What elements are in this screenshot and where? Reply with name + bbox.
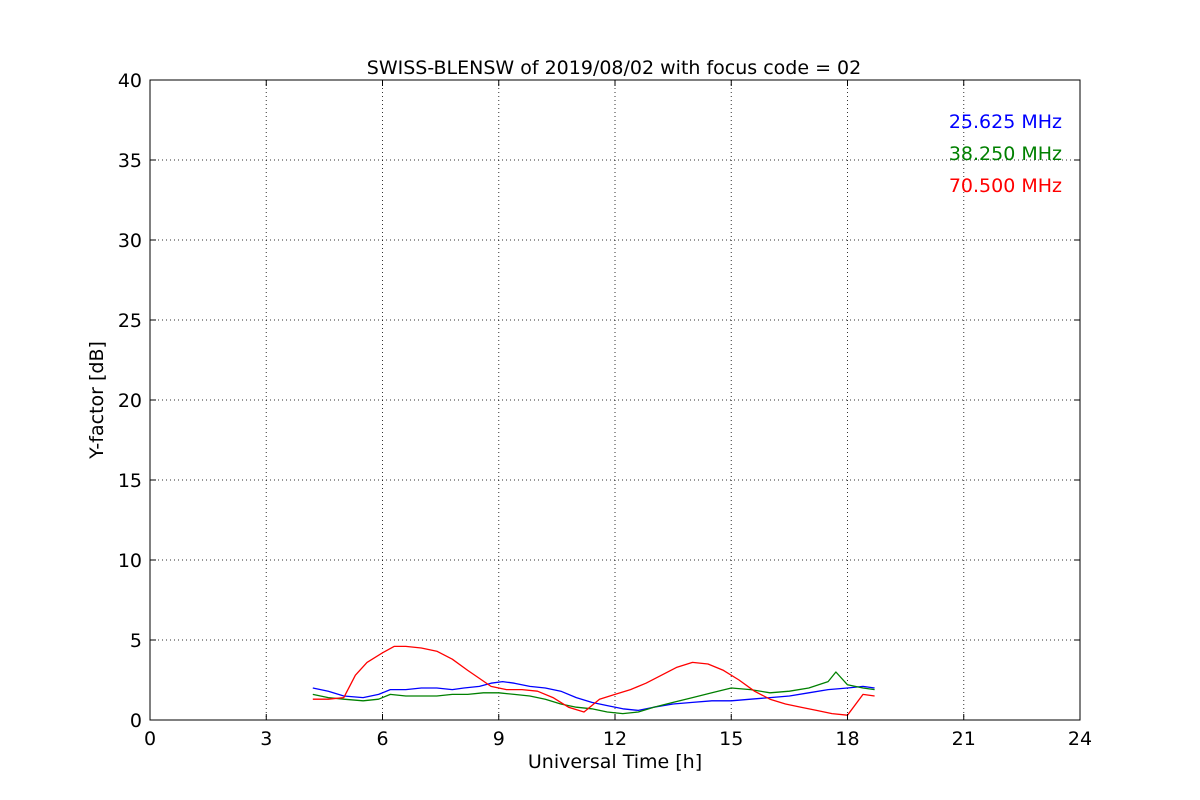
x-tick-label: 18: [835, 728, 859, 750]
y-tick-label: 20: [118, 390, 142, 412]
grid: [150, 80, 1080, 720]
y-tick-label: 15: [118, 470, 142, 492]
series-line-1: [312, 680, 875, 712]
series-line-3: [312, 645, 875, 716]
x-tick-label: 15: [719, 728, 743, 750]
x-tick-label: 12: [603, 728, 627, 750]
x-tick-label: 21: [952, 728, 976, 750]
x-tick-label: 24: [1068, 728, 1092, 750]
x-tick-label: 3: [260, 728, 272, 750]
y-axis-label: Y-factor [dB]: [86, 341, 108, 460]
chart-title: SWISS-BLENSW of 2019/08/02 with focus co…: [367, 57, 861, 79]
legend: 25.625 MHz 38.250 MHz 70.500 MHz: [949, 111, 1062, 197]
series-line-2: [312, 671, 875, 715]
x-tick-label: 0: [144, 728, 156, 750]
legend-entry-2: 38.250 MHz: [949, 143, 1062, 165]
x-tick-label: 9: [493, 728, 505, 750]
y-tick-label: 40: [118, 70, 142, 92]
y-tick-label: 0: [130, 710, 142, 732]
y-tick-label: 25: [118, 310, 142, 332]
series-lines: [312, 645, 875, 716]
x-tick-label: 6: [376, 728, 388, 750]
y-tick-label: 35: [118, 150, 142, 172]
legend-entry-1: 25.625 MHz: [949, 111, 1062, 133]
y-tick-label: 10: [118, 550, 142, 572]
y-tick-label: 5: [130, 630, 142, 652]
legend-entry-3: 70.500 MHz: [949, 175, 1062, 197]
y-tick-label: 30: [118, 230, 142, 252]
axis-ticks: 0 3 6 9 12 15 18 21 24 0 5 10 15 20 25 30 35 40: [118, 70, 1092, 750]
x-axis-label: Universal Time [h]: [528, 751, 702, 773]
